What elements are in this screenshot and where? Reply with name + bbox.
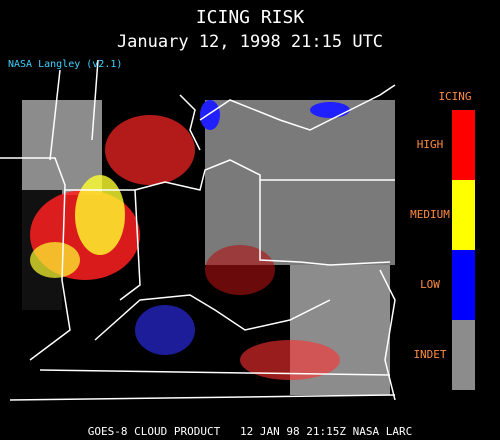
legend: HIGH MEDIUM LOW INDET xyxy=(410,110,475,390)
icing-area xyxy=(105,115,195,185)
satellite-map xyxy=(0,59,396,401)
icing-area xyxy=(75,175,125,255)
legend-swatch xyxy=(452,320,475,390)
legend-label: LOW xyxy=(420,278,440,291)
subtitle: January 12, 1998 21:15 UTC xyxy=(117,32,383,52)
legend-swatch xyxy=(452,250,475,320)
icing-area xyxy=(310,102,350,118)
title: ICING RISK xyxy=(196,7,305,28)
indeterminate-area xyxy=(205,100,395,265)
icing-area xyxy=(200,100,220,130)
footer: GOES-8 CLOUD PRODUCT 12 JAN 98 21:15Z NA… xyxy=(88,425,413,438)
legend-label: MEDIUM xyxy=(410,208,450,221)
legend-swatch xyxy=(452,110,475,180)
icing-area xyxy=(205,245,275,295)
legend-swatch xyxy=(452,180,475,250)
icing-area xyxy=(135,305,195,355)
legend-label: HIGH xyxy=(417,138,444,151)
icing-area xyxy=(30,242,80,278)
indeterminate-area xyxy=(22,100,102,195)
borders xyxy=(0,59,396,401)
credit: NASA Langley (v2.1) xyxy=(8,59,122,70)
legend-label: INDET xyxy=(413,348,446,361)
icing-area xyxy=(240,340,340,380)
legend-title: ICING xyxy=(438,90,471,103)
